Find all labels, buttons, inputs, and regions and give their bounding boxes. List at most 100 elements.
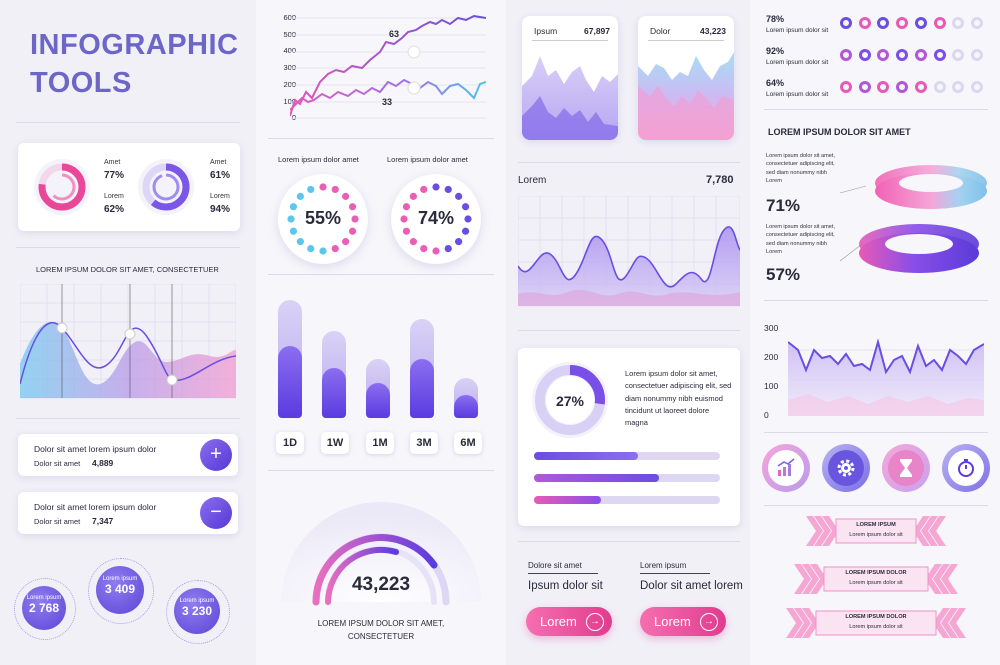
ring2-value: 74% [417, 208, 455, 228]
y-tick: 600 [283, 13, 296, 22]
period-1w[interactable]: 1W [321, 432, 349, 454]
ring-dot [933, 17, 946, 29]
progress-track [534, 496, 720, 504]
bubble-ring [14, 578, 76, 640]
ring-dot [840, 49, 852, 61]
y-tick: 400 [283, 46, 296, 56]
three-d-value-2: 57% [766, 265, 801, 284]
ring2-dots [400, 183, 472, 255]
progress-fill [534, 452, 639, 460]
donut2-value1: 61% [210, 170, 231, 181]
ring-row-text: Lorem ipsum dolor sit [766, 91, 829, 98]
footer1-big: Ipsum dolor sit [528, 580, 603, 592]
y-tick: 500 [283, 29, 296, 39]
stat2-label: Dolor sit amet [34, 517, 81, 526]
line-label-low: 33 [382, 97, 393, 107]
ring-dot [400, 215, 408, 223]
bar-front [278, 346, 302, 418]
bar-chart [276, 290, 496, 418]
stopwatch-icon [948, 450, 984, 486]
ring-dot [289, 203, 298, 211]
ring-dot [858, 17, 871, 29]
remove-button[interactable]: − [200, 497, 232, 529]
ring-dot [319, 247, 327, 255]
ring-dot [289, 227, 298, 235]
column-1: INFOGRAPHIC TOOLS Amet 77% Lorem 62% Ame… [0, 0, 256, 665]
column-3: Ipsum 67,897 Dolor 43,223 Lorem 7,780 [506, 0, 750, 665]
ring-row-text: Lorem ipsum dolor sit [766, 27, 829, 34]
gauge-value: 43,223 [351, 574, 411, 595]
wave-value: 7,780 [706, 174, 734, 186]
stat2-title: Dolor sit amet lorem ipsum dolor [34, 502, 157, 512]
banner-line1: LOREM IPSUM [856, 522, 896, 528]
divider [16, 418, 240, 419]
area-chart [20, 284, 236, 399]
ring-dot [351, 215, 359, 223]
period-3m[interactable]: 3M [410, 432, 438, 454]
footer2-big: Dolor sit amet lorem [640, 580, 743, 592]
stat1-value: 4,889 [92, 458, 114, 468]
donut2-label1: Amet [210, 159, 227, 166]
donut2-value2: 94% [210, 204, 231, 215]
ring-dot [348, 227, 357, 235]
y-tick: 300 [283, 63, 296, 73]
lorem-button-1[interactable]: Lorem → [526, 607, 612, 636]
ring-dot [455, 192, 463, 200]
banner-line2: Lorem ipsum dolor sit [849, 532, 903, 538]
ring2-title: Lorem ipsum dolor amet [387, 155, 468, 164]
ring-dot [331, 185, 339, 194]
bubble-3: Lorem ipsum 3 230 [174, 588, 220, 634]
donut-chart-violet [138, 159, 194, 215]
bubble-ring [88, 558, 154, 624]
ring-row-pct: 78% [766, 14, 785, 24]
divider [764, 505, 988, 506]
bubble1-label: Lorem ipsum [26, 595, 62, 601]
hourglass-button[interactable] [882, 444, 930, 492]
donut1-label2: Lorem [104, 193, 124, 200]
mini2-underline [648, 40, 724, 41]
period-1m[interactable]: 1M [366, 432, 394, 454]
ring-dot [296, 192, 304, 200]
period-6m[interactable]: 6M [454, 432, 482, 454]
three-d-text-1: Lorem ipsum dolor sit amet, consectetuer… [766, 153, 836, 184]
zigzag-y-axis: 300 200 100 0 [764, 314, 778, 430]
chart-growth-button[interactable] [762, 444, 810, 492]
gauge-caption-1: LOREM IPSUM DOLOR SIT AMET, [317, 619, 445, 628]
stat2-value: 7,347 [92, 516, 114, 526]
ring-dot [896, 81, 909, 93]
ring-dot [896, 49, 909, 61]
ring-dot [933, 49, 946, 61]
period-1d[interactable]: 1D [276, 432, 304, 454]
bubble3-value: 3 230 [181, 604, 213, 618]
settings-button[interactable] [822, 444, 870, 492]
page-title: INFOGRAPHIC TOOLS [30, 26, 239, 102]
ring-dot [444, 185, 452, 194]
three-d-value-1: 71% [766, 196, 801, 215]
mini1-chart [522, 56, 618, 140]
bubble2-value: 3 409 [104, 582, 136, 596]
stat1-title: Dolor sit amet lorem ipsum dolor [34, 444, 157, 454]
ring-dot [342, 192, 350, 200]
ring1-value: 55% [304, 208, 342, 228]
arrow-right-icon: → [586, 613, 604, 631]
ring-dot [840, 17, 852, 29]
ring-dot [402, 227, 411, 235]
ring-dot [307, 185, 315, 194]
donut-chart-pink [34, 159, 90, 215]
progress-bars [534, 452, 720, 512]
gauge-caption-2: CONSECTETUER [347, 632, 415, 641]
divider [16, 247, 240, 248]
bubble-1: Lorem ipsum 2 768 [22, 586, 66, 630]
ring-dot [914, 81, 927, 93]
chevron-banner: LOREM IPSUM DOLOR Lorem ipsum dolor sit [794, 564, 958, 594]
ring-dot [420, 244, 428, 253]
lorem-button-2[interactable]: Lorem → [640, 607, 726, 636]
three-d-text-2: Lorem ipsum dolor sit amet, consectetuer… [766, 224, 836, 255]
chevron-banner: LOREM IPSUM DOLOR Lorem ipsum dolor sit [786, 608, 966, 638]
stopwatch-button[interactable] [942, 444, 990, 492]
add-button[interactable]: + [200, 439, 232, 471]
ring-dot [287, 215, 295, 223]
progress-card: 27% Lorem ipsum dolor sit amet, consecte… [518, 348, 740, 526]
progress-fill [534, 474, 659, 482]
ring-dot [877, 17, 890, 29]
